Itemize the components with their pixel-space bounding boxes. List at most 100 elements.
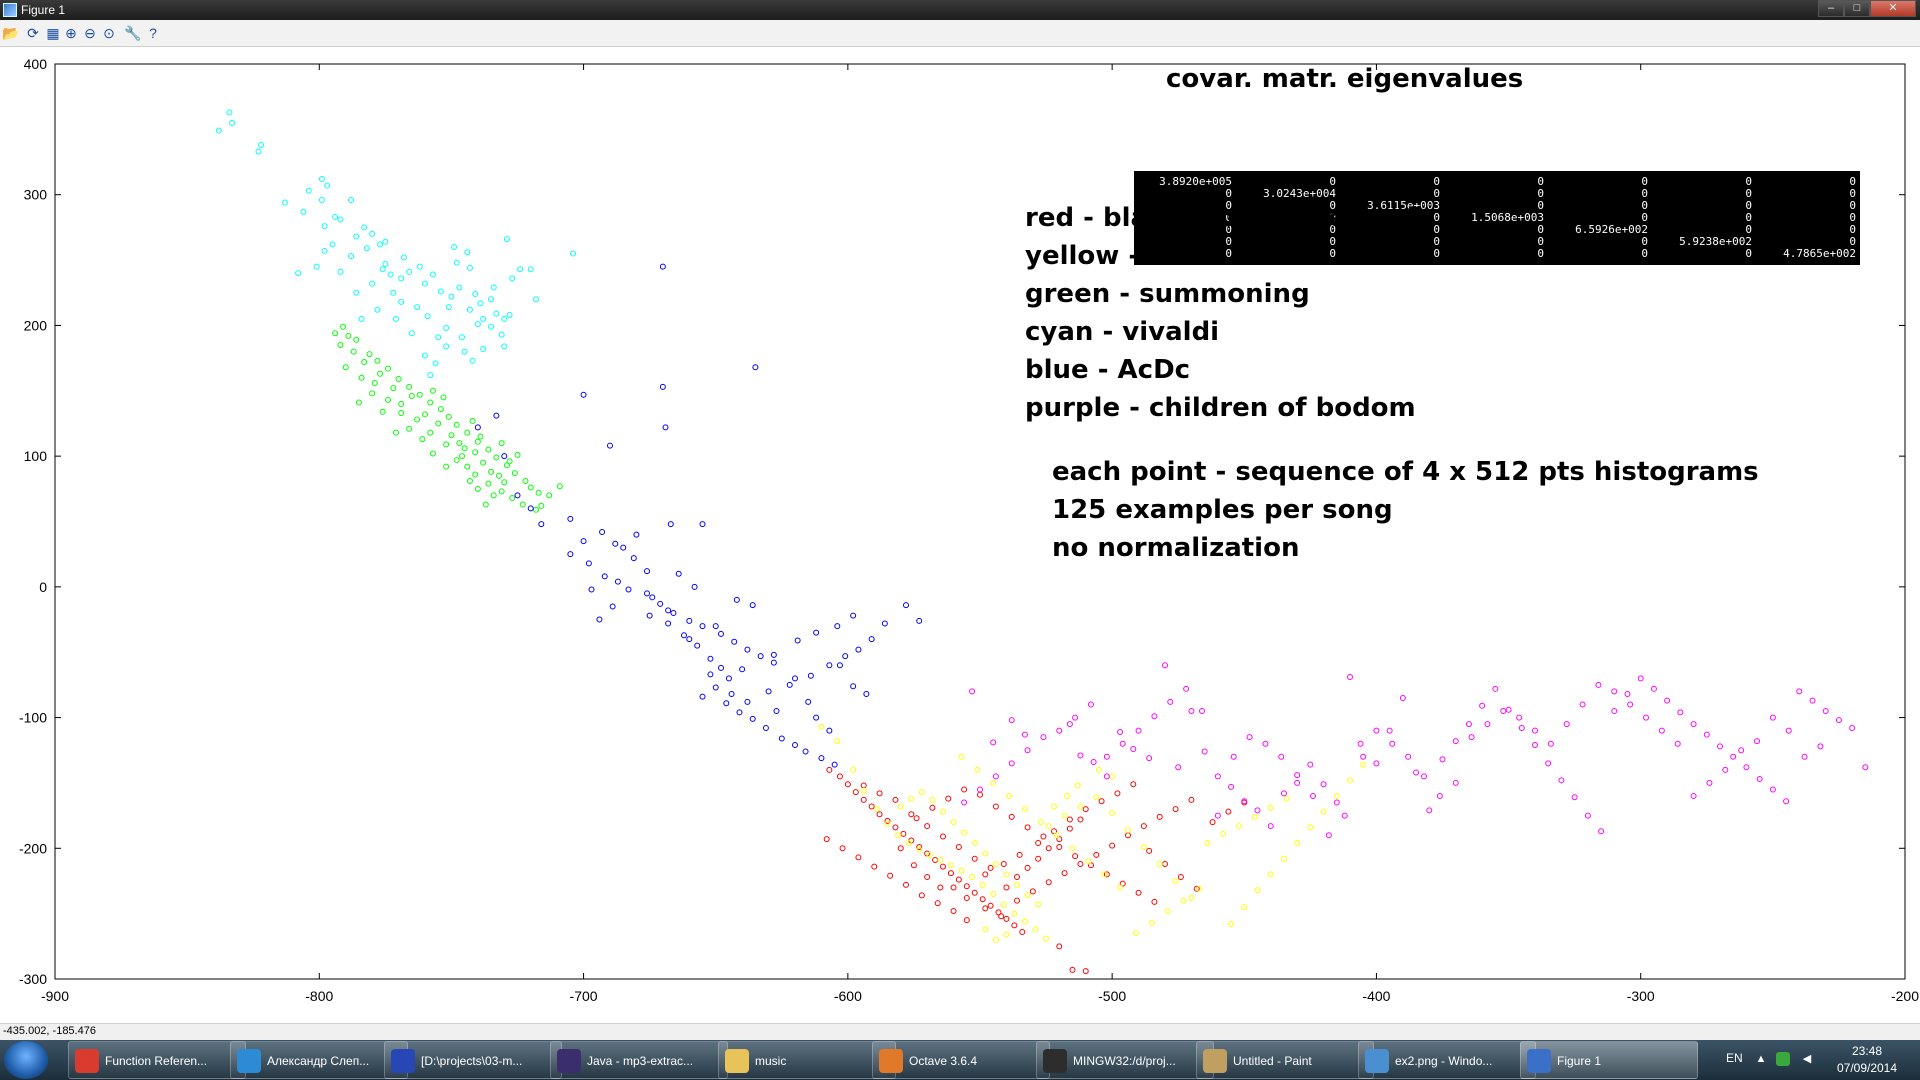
scatter-point (1021, 806, 1028, 813)
scatter-point (1135, 727, 1142, 734)
network-icon[interactable] (1776, 1052, 1790, 1066)
start-button[interactable] (4, 1041, 48, 1079)
matrix-cell: 0 (1849, 199, 1856, 212)
scatter-point (977, 786, 983, 793)
scatter-point (556, 483, 563, 490)
scatter-point (1341, 812, 1348, 819)
matrix-cell: 0 (1537, 199, 1544, 212)
scatter-point (358, 374, 365, 381)
scatter-point (1077, 860, 1084, 867)
taskbar-item[interactable]: Octave 3.6.4 (872, 1041, 1050, 1079)
scatter-point (977, 791, 983, 798)
scatter-point (427, 429, 434, 436)
zoom-in-icon[interactable]: ⊕ (65, 25, 77, 41)
scatter-point (538, 521, 545, 528)
scatter-point (453, 421, 460, 428)
taskbar-item[interactable]: Java - mp3-extrac... (550, 1041, 728, 1079)
scatter-point (480, 345, 487, 352)
minimize-button[interactable]: – (1818, 0, 1844, 17)
scatter-point (1008, 717, 1015, 724)
x-tick-label: -400 (1362, 988, 1390, 1004)
plot-area[interactable]: -900 -800 -700 -600 -500 -400 -300 -200 400 300 20… (0, 47, 1920, 1023)
scatter-point (1072, 714, 1079, 721)
scatter-point (1584, 812, 1591, 819)
scatter-point (419, 436, 426, 443)
taskbar-item[interactable]: Александр Слеп... (230, 1041, 408, 1079)
window-title: Figure 1 (21, 3, 66, 17)
scatter-point (1040, 833, 1047, 840)
scatter-point (1051, 828, 1057, 835)
scatter-point (1103, 753, 1110, 760)
scatter-point (1650, 685, 1657, 692)
open-figure-icon[interactable]: 📂 (2, 25, 20, 41)
scatter-point (1156, 813, 1163, 820)
scatter-point (752, 364, 759, 371)
taskbar-item-label: Untitled - Paint (1233, 1054, 1312, 1068)
scatter-point (1074, 782, 1081, 789)
scatter-point (318, 176, 325, 183)
scatter-point (503, 462, 510, 469)
clock-date[interactable]: 07/09/2014 (1836, 1061, 1898, 1075)
taskbar-item[interactable]: [D:\projects\03-m... (384, 1041, 562, 1079)
scatter-point (501, 453, 508, 460)
x-tick-label: -600 (834, 988, 862, 1004)
scatter-point (961, 829, 968, 836)
scatter-point (1014, 897, 1020, 904)
taskbar-item[interactable]: MINGW32:/d/proj... (1036, 1041, 1214, 1079)
scatter-point (881, 620, 888, 627)
x-tick-label: -300 (1627, 988, 1655, 1004)
scatter-point (990, 891, 997, 898)
scatter-point (466, 264, 473, 271)
scatter-point (464, 249, 471, 256)
matrix-row: 0 0 0 0 0 0 4.7865e+002 (1134, 248, 1860, 260)
scatter-point (963, 917, 970, 924)
scatter-point (514, 451, 521, 458)
scatter-point (826, 662, 833, 669)
scatter-point (1230, 753, 1237, 760)
scatter-point (992, 803, 999, 810)
scatter-point (416, 391, 423, 398)
help-icon[interactable]: ? (149, 25, 157, 41)
scatter-point (1280, 790, 1287, 797)
autoscale-icon[interactable]: ⊙ (103, 25, 115, 41)
taskbar-item[interactable]: music (718, 1041, 896, 1079)
scatter-point (445, 413, 452, 420)
taskbar-item[interactable]: Figure 1 (1520, 1041, 1698, 1079)
scatter-point (1278, 753, 1285, 760)
scatter-point (987, 902, 994, 909)
close-button[interactable]: ✕ (1870, 0, 1916, 17)
matrix-cell: 0 (1433, 235, 1440, 248)
taskbar-item[interactable]: Function Referen... (68, 1041, 246, 1079)
rotate-icon[interactable]: ⟳ (27, 25, 39, 41)
scatter-point (1175, 764, 1182, 771)
zoom-out-icon[interactable]: ⊖ (84, 25, 96, 41)
matrix-row: 0 0 0 0 6.5926e+002 0 0 (1134, 224, 1860, 236)
scatter-point (488, 468, 495, 475)
scatter-point (514, 492, 521, 499)
scatter-point (990, 739, 997, 746)
scatter-point (963, 894, 970, 901)
properties-icon[interactable]: 🔧 (124, 25, 142, 41)
language-indicator[interactable]: EN (1726, 1051, 1743, 1065)
scatter-point (871, 863, 878, 870)
scatter-point (472, 291, 479, 298)
clock-time[interactable]: 23:48 (1851, 1044, 1883, 1058)
scatter-point (1220, 830, 1227, 837)
volume-icon[interactable]: ◀ (1802, 1053, 1812, 1065)
scatter-point (1172, 806, 1179, 813)
scatter-point (897, 803, 904, 810)
scatter-point (1011, 922, 1018, 929)
scatter-point (1146, 755, 1153, 762)
grid-icon[interactable]: ▦ (46, 25, 60, 41)
scatter-point (1024, 824, 1031, 831)
scatter-point (850, 683, 857, 690)
scatter-point (744, 646, 751, 653)
editor-icon (391, 1049, 415, 1073)
scatter-point (681, 632, 687, 639)
show-hidden-icons-icon[interactable]: ▲ (1755, 1053, 1767, 1065)
legend-line-blue: blue - AcDc (1025, 355, 1191, 385)
taskbar-item[interactable]: Untitled - Paint (1196, 1041, 1374, 1079)
taskbar-item[interactable]: ex2.png - Windo... (1358, 1041, 1536, 1079)
maximize-button[interactable]: □ (1844, 0, 1870, 17)
scatter-point (739, 666, 746, 673)
